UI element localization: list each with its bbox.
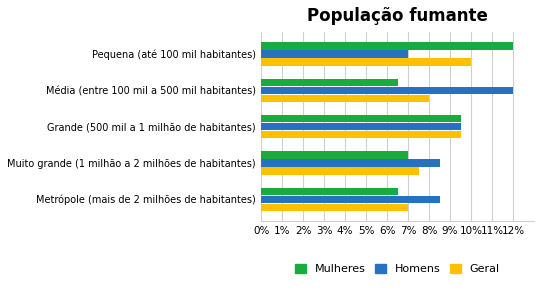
- Title: População fumante: População fumante: [307, 7, 488, 25]
- Bar: [261, 95, 429, 102]
- Bar: [261, 86, 513, 94]
- Bar: [261, 50, 408, 58]
- Bar: [261, 115, 460, 122]
- Bar: [261, 159, 440, 166]
- Bar: [261, 188, 398, 195]
- Bar: [261, 151, 408, 159]
- Bar: [261, 196, 440, 203]
- Bar: [261, 58, 471, 65]
- Bar: [261, 204, 408, 211]
- Legend: Mulheres, Homens, Geral: Mulheres, Homens, Geral: [292, 261, 503, 278]
- Bar: [261, 42, 513, 49]
- Bar: [261, 79, 398, 86]
- Bar: [261, 167, 419, 175]
- Bar: [261, 131, 460, 138]
- Bar: [261, 123, 460, 130]
